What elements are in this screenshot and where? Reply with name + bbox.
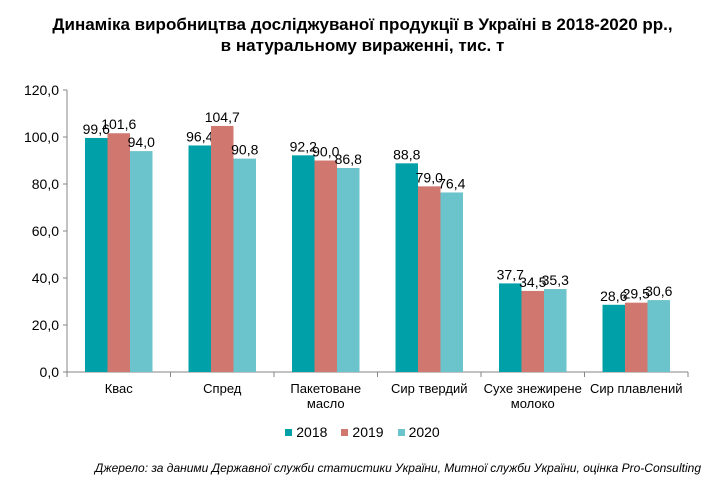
data-label-2018-4: 37,7 xyxy=(497,266,524,282)
legend-item-2018: 2018 xyxy=(285,424,327,440)
data-label-2020-2: 86,8 xyxy=(335,151,362,167)
y-tick-label: 80,0 xyxy=(32,176,59,192)
data-label-2018-2: 92,2 xyxy=(290,138,317,154)
chart-title-line-2: в натуральному вираженні, тис. т xyxy=(220,36,505,55)
bar-2019-3 xyxy=(418,186,441,372)
x-category-label: Сир плавлений xyxy=(590,381,682,396)
data-label-2018-0: 99,6 xyxy=(83,121,110,137)
legend-item-2020: 2020 xyxy=(397,424,440,440)
data-label-2018-3: 88,8 xyxy=(393,146,420,162)
data-label-2019-3: 79,0 xyxy=(416,169,443,185)
legend-label-2019: 2019 xyxy=(352,424,384,440)
legend-swatch-2020 xyxy=(397,428,405,436)
bar-2020-3 xyxy=(440,192,463,372)
data-label-2019-2: 90,0 xyxy=(312,144,339,160)
bar-2019-4 xyxy=(521,290,544,372)
y-tick-label: 60,0 xyxy=(32,223,59,239)
bar-2019-2 xyxy=(314,160,337,372)
y-tick-label: 20,0 xyxy=(32,317,59,333)
data-label-2020-4: 35,3 xyxy=(542,272,569,288)
y-tick-label: 40,0 xyxy=(32,270,59,286)
chart-title: Динаміка виробництва досліджуваної проду… xyxy=(0,14,725,56)
bar-2019-1 xyxy=(211,125,234,372)
bar-2018-5 xyxy=(602,304,625,372)
chart-legend: 2018 2019 2020 xyxy=(0,424,725,440)
bar-2018-1 xyxy=(188,145,211,372)
x-category-label: Спред xyxy=(203,381,242,396)
legend-swatch-2019 xyxy=(341,428,349,436)
data-label-2019-4: 34,5 xyxy=(519,274,546,290)
y-tick-label: 120,0 xyxy=(24,82,59,98)
y-tick-label: 0,0 xyxy=(40,364,60,380)
data-label-2020-0: 94,0 xyxy=(128,134,155,150)
data-label-2020-5: 30,6 xyxy=(645,283,672,299)
legend-label-2018: 2018 xyxy=(296,424,328,440)
chart-title-line-1: Динаміка виробництва досліджуваної проду… xyxy=(52,15,673,34)
data-label-2019-5: 29,5 xyxy=(623,286,650,302)
data-label-2020-3: 76,4 xyxy=(438,175,465,191)
bar-2018-2 xyxy=(292,155,315,372)
bar-2019-0 xyxy=(107,133,130,372)
data-label-2019-0: 101,6 xyxy=(101,116,136,132)
y-tick-label: 100,0 xyxy=(24,129,59,145)
source-note: Джерело: за даними Державної служби стат… xyxy=(94,461,701,475)
legend-swatch-2018 xyxy=(285,428,293,436)
bar-2019-5 xyxy=(625,302,648,372)
bar-2020-1 xyxy=(233,158,256,372)
data-label-2018-1: 96,4 xyxy=(186,128,213,144)
bar-2020-0 xyxy=(130,151,153,372)
x-category-label: Пакетоване масло xyxy=(290,381,361,411)
bar-2018-0 xyxy=(85,137,108,372)
bar-2018-3 xyxy=(395,163,418,372)
data-label-2019-1: 104,7 xyxy=(205,109,240,125)
bar-2020-5 xyxy=(647,300,670,372)
bar-2020-4 xyxy=(544,289,567,372)
legend-item-2019: 2019 xyxy=(341,424,384,440)
data-label-2018-5: 28,6 xyxy=(600,288,627,304)
x-category-label: Квас xyxy=(105,381,134,396)
bar-2018-4 xyxy=(499,283,522,372)
data-label-2020-1: 90,8 xyxy=(231,142,258,158)
bar-2020-2 xyxy=(337,168,360,372)
x-category-label: Сухе знежирене молоко xyxy=(484,381,582,411)
x-category-label: Сир твердий xyxy=(391,381,467,396)
legend-label-2020: 2020 xyxy=(408,424,440,440)
